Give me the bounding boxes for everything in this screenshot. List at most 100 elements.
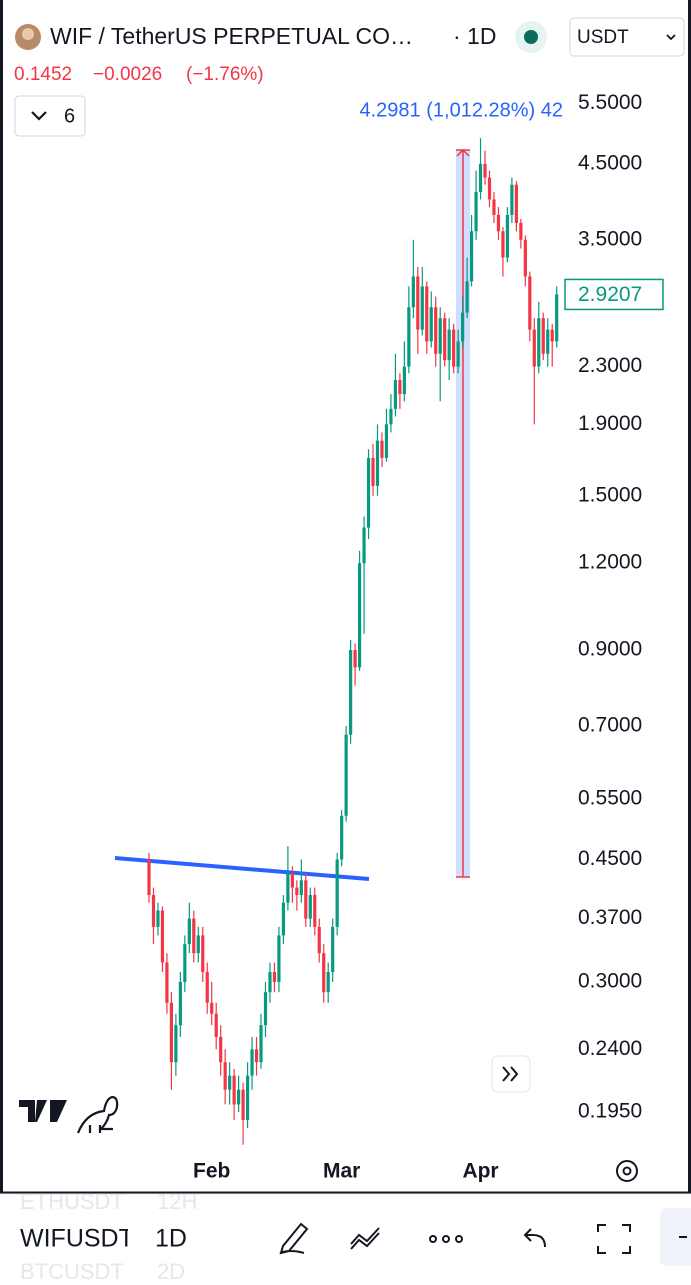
y-tick-label: 0.5500	[578, 786, 642, 809]
candle-body	[469, 231, 474, 282]
candle-body	[501, 231, 505, 258]
candle-body	[411, 276, 415, 308]
candle-body	[187, 918, 191, 945]
candle-body	[241, 1089, 245, 1120]
candle-body	[317, 926, 321, 954]
candle-body	[326, 972, 330, 993]
candle-body	[160, 910, 165, 963]
x-tick-label: Feb	[193, 1160, 230, 1183]
candle-body	[219, 1037, 223, 1063]
candle-body	[192, 918, 196, 954]
currency-select[interactable]	[569, 17, 685, 57]
quote-change: −0.0026	[93, 64, 162, 85]
candle-body	[420, 286, 424, 330]
candle-body	[322, 953, 326, 993]
recent-interval[interactable]: 2D	[157, 1259, 185, 1284]
fullscreen[interactable]	[597, 1224, 631, 1254]
toolbar-symbol[interactable]: WIFUSDT	[20, 1225, 134, 1253]
symbol-title[interactable]: WIF / TetherUS PERPETUAL CO…	[50, 23, 413, 49]
candle-body	[223, 1062, 227, 1090]
candle-body	[452, 329, 456, 367]
y-tick-label: 0.3700	[578, 906, 642, 929]
candle-body	[245, 1075, 250, 1120]
x-tick-label: Apr	[462, 1160, 498, 1183]
y-tick-label: 1.2000	[578, 551, 642, 574]
candle-body	[465, 281, 469, 313]
candle-body	[523, 239, 527, 277]
y-tick-label: 0.3000	[578, 969, 642, 992]
y-tick-label: 1.5000	[578, 483, 642, 506]
candle-body	[510, 184, 514, 215]
candle-body	[250, 1049, 254, 1076]
candle-body	[286, 873, 290, 903]
candle-body	[353, 650, 357, 668]
toolbar-interval[interactable]: 1D	[155, 1225, 187, 1253]
candle-body	[443, 318, 447, 361]
candle-body	[313, 895, 317, 927]
interval[interactable]: · 1D	[453, 23, 496, 49]
candle-body	[196, 935, 200, 954]
y-tick-label: 2.3000	[578, 354, 642, 377]
candles	[147, 138, 559, 1145]
candle-body	[340, 815, 344, 860]
candle-body	[201, 935, 205, 973]
candle-body	[384, 424, 389, 458]
recent-symbol[interactable]: BTCUSDT	[20, 1259, 124, 1280]
recent-symbol[interactable]: ETHUSDT	[20, 1189, 124, 1214]
axes: 5.5000 4.5000 3.5000 2.3000 1.9000 1.5000 1.20…	[193, 91, 664, 1183]
x-tick-label: Mar	[323, 1160, 360, 1183]
candle-body	[183, 944, 187, 982]
quote-last: 0.1452	[14, 64, 72, 85]
y-tick-label: 4.5000	[578, 151, 642, 174]
candle-body	[272, 972, 277, 982]
candle-body	[398, 380, 402, 395]
tv-logo[interactable]	[19, 1100, 67, 1122]
candle-body	[290, 873, 294, 888]
candle-body	[429, 307, 433, 342]
candle-body	[474, 191, 478, 232]
candle-body	[393, 380, 398, 409]
candle-body	[263, 992, 268, 1026]
candle-body	[232, 1075, 236, 1105]
indicators-count: 6	[64, 105, 75, 127]
candle-body	[447, 329, 451, 361]
settings[interactable]	[616, 1160, 638, 1182]
candle-body	[210, 1002, 214, 1014]
side-button[interactable]	[660, 1208, 691, 1266]
candle-body	[205, 972, 209, 1003]
candle-body	[407, 307, 411, 367]
candle-body	[555, 294, 559, 342]
candle-body	[389, 408, 393, 425]
candle-body	[532, 329, 536, 367]
candle-body	[371, 457, 375, 486]
candle-body	[461, 312, 465, 342]
candle-body	[299, 880, 303, 896]
candle-body	[550, 329, 554, 342]
candle-body	[505, 214, 510, 258]
candle-body	[434, 307, 438, 354]
replay-icon[interactable]	[76, 1095, 119, 1134]
scroll-to-realtime[interactable]	[491, 1055, 531, 1093]
draw-tool[interactable]	[279, 1222, 309, 1255]
y-tick-label: 0.1950	[578, 1100, 642, 1123]
trend-line[interactable]	[114, 856, 370, 881]
chart-frame	[0, 0, 691, 1195]
candle-body	[528, 276, 532, 330]
candle-body	[416, 276, 420, 330]
candle-body	[349, 650, 353, 735]
y-tick-label: 0.2400	[578, 1037, 642, 1060]
candle-body	[492, 199, 496, 215]
undo[interactable]	[523, 1228, 546, 1248]
candle-body	[344, 734, 348, 816]
candle-body	[165, 962, 169, 1003]
recent-interval[interactable]: 12H	[157, 1189, 197, 1214]
indicators-tool[interactable]	[350, 1227, 380, 1250]
candle-body	[156, 910, 160, 927]
candle-body	[281, 902, 286, 936]
indicators-toggle[interactable]	[14, 95, 86, 137]
candle-body	[259, 1025, 263, 1063]
candle-body	[308, 895, 312, 919]
more-tool[interactable]	[429, 1235, 463, 1243]
candle-body	[519, 223, 523, 240]
